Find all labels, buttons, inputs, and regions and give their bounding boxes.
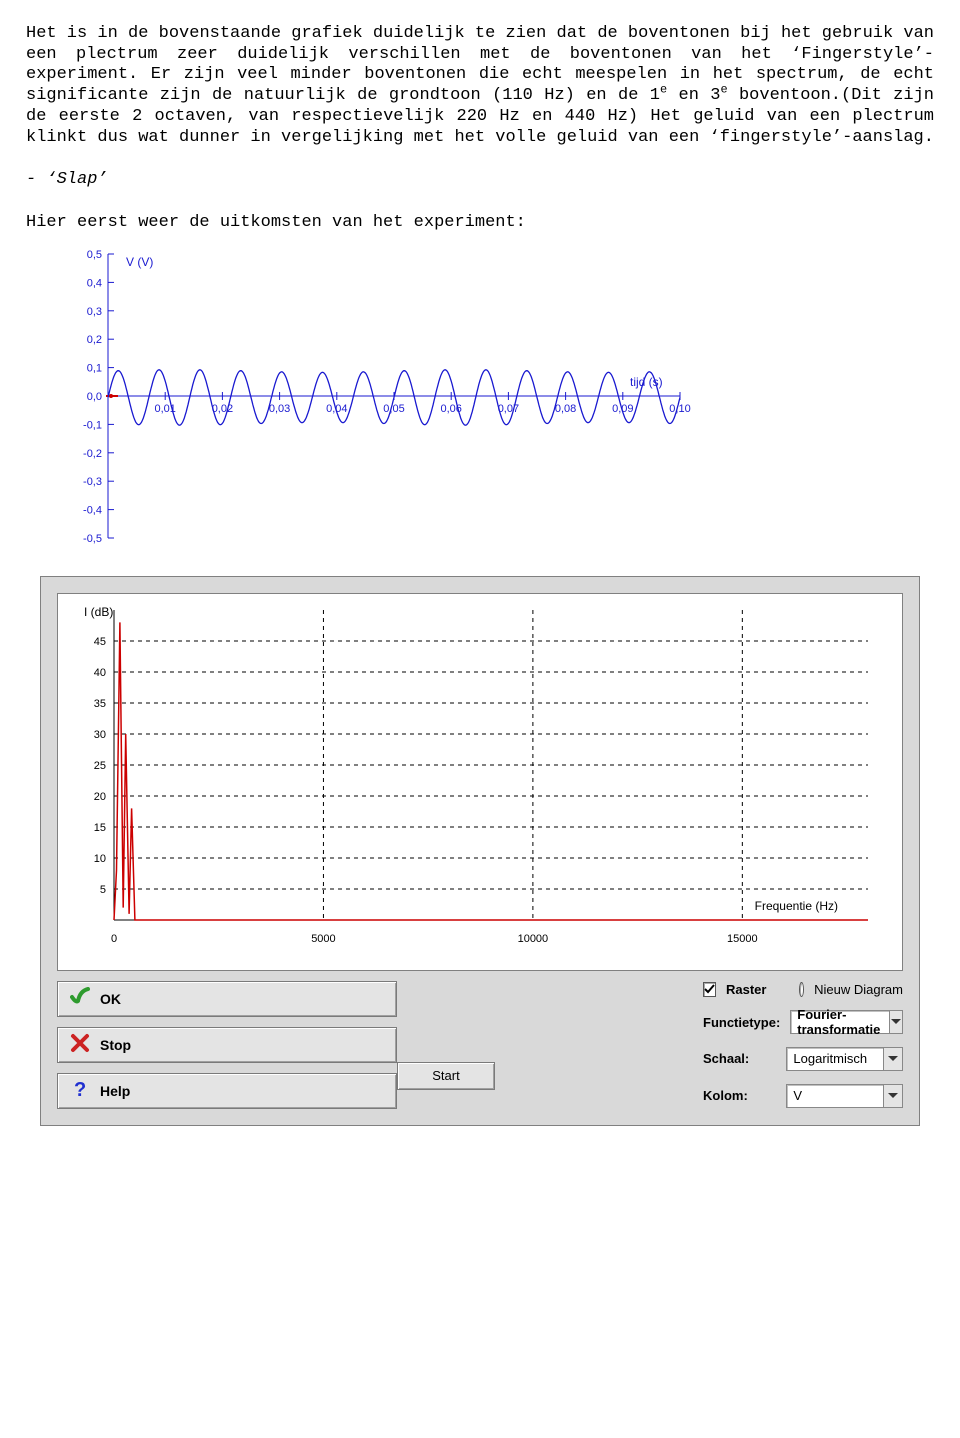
svg-text:0,03: 0,03 <box>269 403 290 415</box>
svg-text:40: 40 <box>94 667 106 679</box>
question-icon: ? <box>70 1079 90 1102</box>
svg-text:0,2: 0,2 <box>87 334 102 346</box>
freq-panel: 45 40 35 30 25 20 15 10 5 0 5000 10000 15000 I (dB) Fr… <box>40 576 920 1126</box>
freq-plot-area: 45 40 35 30 25 20 15 10 5 0 5000 10000 15000 I (dB) Fr… <box>57 593 903 971</box>
svg-text:10000: 10000 <box>518 933 549 945</box>
experiment-intro: Hier eerst weer de uitkomsten van het ex… <box>26 213 934 234</box>
kolom-value: V <box>793 1088 802 1103</box>
paragraph-main: Het is in de bovenstaande grafiek duidel… <box>26 24 934 148</box>
svg-text:-0,5: -0,5 <box>83 533 102 545</box>
para1-b: en 3 <box>667 86 720 105</box>
svg-text:0,05: 0,05 <box>383 403 404 415</box>
chevron-down-icon <box>889 1011 902 1033</box>
svg-text:I (dB): I (dB) <box>84 605 113 619</box>
svg-text:0: 0 <box>111 933 117 945</box>
kolom-dropdown[interactable]: V <box>786 1084 903 1108</box>
x-icon <box>70 1033 90 1056</box>
svg-text:45: 45 <box>94 636 106 648</box>
stop-button[interactable]: Stop <box>57 1027 397 1063</box>
schaal-label: Schaal: <box>703 1051 776 1066</box>
help-button-label: Help <box>100 1083 130 1099</box>
svg-text:10: 10 <box>94 853 106 865</box>
start-button[interactable]: Start <box>397 1062 495 1090</box>
svg-text:0,08: 0,08 <box>555 403 576 415</box>
svg-text:0,07: 0,07 <box>498 403 519 415</box>
functietype-label: Functietype: <box>703 1015 780 1030</box>
svg-text:0,4: 0,4 <box>87 277 102 289</box>
svg-text:0,02: 0,02 <box>212 403 233 415</box>
svg-text:-0,4: -0,4 <box>83 504 102 516</box>
chevron-down-icon <box>883 1048 902 1070</box>
svg-text:tijd (s): tijd (s) <box>630 375 663 389</box>
panel-controls: Raster Nieuw Diagram OK Stop ? <box>41 977 919 1125</box>
chevron-down-icon <box>883 1085 902 1107</box>
ok-button[interactable]: OK <box>57 981 397 1017</box>
nieuw-diagram-label: Nieuw Diagram <box>814 982 903 997</box>
schaal-value: Logaritmisch <box>793 1051 867 1066</box>
time-domain-chart: 0,5 0,4 0,3 0,2 0,1 0,0 -0,1 -0,2 -0,3 -0,4 -0,5 V … <box>60 246 700 552</box>
svg-text:5000: 5000 <box>311 933 335 945</box>
help-button[interactable]: ? Help <box>57 1073 397 1109</box>
svg-text:0,1: 0,1 <box>87 362 102 374</box>
svg-text:V (V): V (V) <box>126 255 153 269</box>
svg-text:20: 20 <box>94 791 106 803</box>
start-button-label: Start <box>432 1068 459 1083</box>
svg-text:0,10: 0,10 <box>669 403 690 415</box>
functietype-dropdown[interactable]: Fourier-transformatie <box>790 1010 903 1034</box>
kolom-label: Kolom: <box>703 1088 776 1103</box>
svg-text:0,3: 0,3 <box>87 306 102 318</box>
stop-button-label: Stop <box>100 1037 131 1053</box>
functietype-value: Fourier-transformatie <box>797 1007 888 1037</box>
check-icon <box>70 987 90 1010</box>
svg-text:-0,1: -0,1 <box>83 419 102 431</box>
raster-label: Raster <box>726 982 766 997</box>
slap-heading: - ‘Slap’ <box>26 170 934 191</box>
svg-text:-0,2: -0,2 <box>83 448 102 460</box>
nieuw-diagram-radio[interactable] <box>799 982 804 997</box>
svg-text:?: ? <box>74 1079 86 1099</box>
superscript-2: e <box>720 83 727 97</box>
svg-text:15: 15 <box>94 822 106 834</box>
svg-text:Frequentie (Hz): Frequentie (Hz) <box>755 899 838 913</box>
svg-text:30: 30 <box>94 729 106 741</box>
svg-text:25: 25 <box>94 760 106 772</box>
svg-text:-0,3: -0,3 <box>83 476 102 488</box>
schaal-dropdown[interactable]: Logaritmisch <box>786 1047 903 1071</box>
ok-button-label: OK <box>100 991 121 1007</box>
svg-text:0,5: 0,5 <box>87 249 102 261</box>
svg-text:15000: 15000 <box>727 933 758 945</box>
svg-text:0,0: 0,0 <box>87 391 102 403</box>
svg-text:35: 35 <box>94 698 106 710</box>
raster-checkbox[interactable] <box>703 982 716 997</box>
svg-text:5: 5 <box>100 884 106 896</box>
